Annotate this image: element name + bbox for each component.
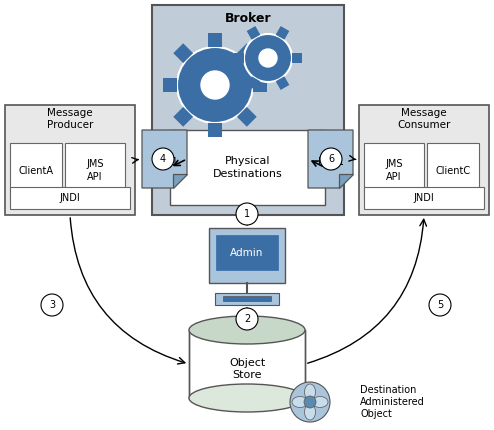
Bar (5, 105, 135, 215)
Text: 4: 4 (160, 154, 166, 164)
Text: Destination
Administered
Object: Destination Administered Object (360, 384, 425, 419)
Bar (189, 330, 305, 398)
Bar (247, 76, 260, 90)
Text: Object
Store: Object Store (229, 358, 265, 380)
Bar (65, 143, 125, 198)
Bar (427, 143, 479, 198)
Bar (364, 143, 424, 198)
Bar (223, 296, 271, 301)
Text: 5: 5 (437, 300, 443, 310)
Text: Physical
Destinations: Physical Destinations (212, 156, 283, 179)
Ellipse shape (312, 396, 328, 408)
Bar (216, 235, 278, 270)
Text: 3: 3 (49, 300, 55, 310)
Circle shape (304, 396, 316, 408)
Bar (208, 123, 222, 137)
Circle shape (236, 203, 258, 225)
Bar (152, 5, 344, 215)
Circle shape (429, 294, 451, 316)
Bar (10, 187, 130, 209)
Circle shape (259, 49, 277, 67)
Bar (359, 105, 489, 215)
Bar (247, 26, 260, 40)
Ellipse shape (189, 316, 305, 344)
Bar (173, 43, 193, 63)
Polygon shape (142, 130, 187, 188)
Text: Message
Consumer: Message Consumer (397, 108, 451, 130)
Text: JNDI: JNDI (413, 193, 434, 203)
Bar (234, 53, 244, 63)
FancyArrowPatch shape (308, 219, 426, 363)
Bar (208, 33, 222, 47)
Circle shape (41, 294, 63, 316)
Bar (163, 78, 177, 92)
Bar (276, 76, 289, 90)
Bar (10, 143, 62, 198)
Text: JNDI: JNDI (60, 193, 81, 203)
Ellipse shape (304, 404, 316, 420)
Circle shape (177, 47, 253, 123)
Bar (276, 26, 289, 40)
Circle shape (152, 148, 174, 170)
Bar (237, 107, 257, 127)
Text: JMS
API: JMS API (385, 159, 403, 182)
Bar (215, 293, 279, 305)
Text: Msg1: Msg1 (318, 157, 343, 167)
Circle shape (290, 382, 330, 422)
Bar (292, 53, 302, 63)
Bar (173, 107, 193, 127)
Bar (253, 78, 267, 92)
FancyArrowPatch shape (70, 218, 185, 364)
Bar (364, 187, 484, 209)
Circle shape (236, 308, 258, 330)
Ellipse shape (304, 384, 316, 400)
Circle shape (201, 71, 229, 99)
Polygon shape (308, 130, 353, 188)
Text: Broker: Broker (225, 12, 271, 25)
Ellipse shape (292, 396, 308, 408)
Polygon shape (173, 174, 187, 188)
Polygon shape (339, 174, 353, 188)
Text: Message
Producer: Message Producer (47, 108, 93, 130)
Text: 1: 1 (244, 209, 250, 219)
Text: 2: 2 (244, 314, 250, 324)
Text: ClientC: ClientC (435, 166, 471, 175)
Text: Admin: Admin (230, 248, 264, 258)
Text: ClientA: ClientA (18, 166, 53, 175)
Ellipse shape (189, 384, 305, 412)
Text: JMS
API: JMS API (86, 159, 104, 182)
Bar (170, 130, 325, 205)
Bar (237, 43, 257, 63)
Text: 6: 6 (328, 154, 334, 164)
Text: Msg1: Msg1 (152, 157, 177, 167)
Circle shape (244, 34, 292, 82)
Bar (209, 228, 285, 283)
Circle shape (320, 148, 342, 170)
